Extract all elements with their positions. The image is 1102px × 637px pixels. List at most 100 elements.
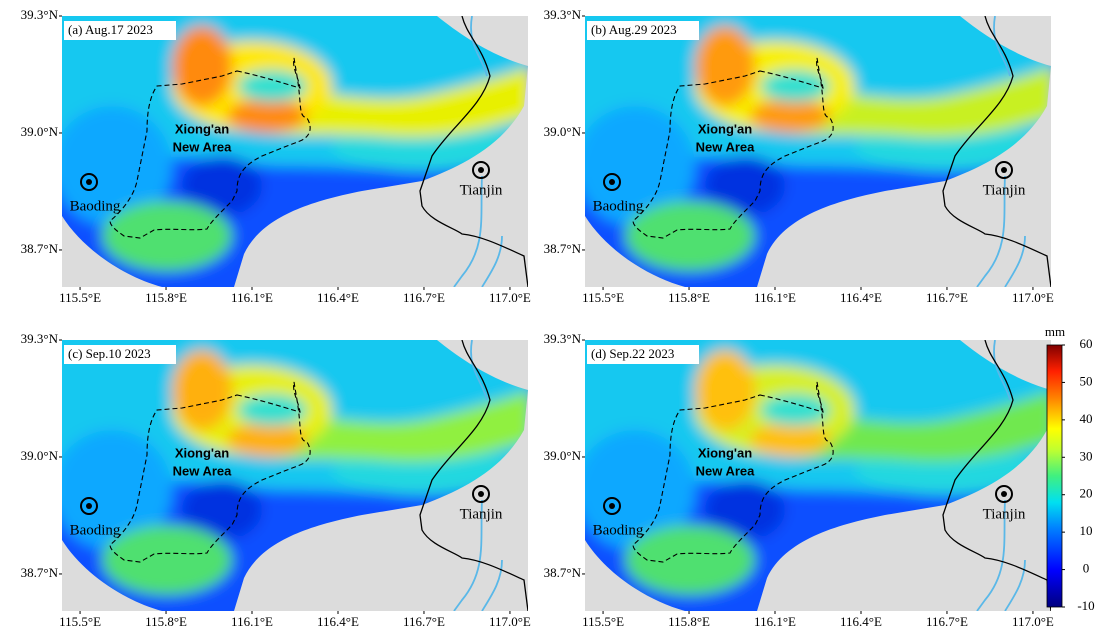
- place-label: Tianjin: [460, 182, 503, 198]
- place-label: Tianjin: [983, 182, 1026, 198]
- map-panel: (c) Sep.10 2023 Baoding Tianjin Xiong'an New…: [21, 331, 531, 629]
- title-box: [64, 345, 176, 364]
- map-panel: (a) Aug.17 2023 Baoding Tianjin Xiong'an New…: [21, 7, 531, 305]
- river: [453, 340, 503, 611]
- x-tick-label: 115.8°E: [145, 614, 187, 629]
- field-dark: [182, 480, 262, 540]
- river: [976, 340, 1026, 611]
- field-south-green: [625, 525, 755, 595]
- title-box: [587, 21, 699, 40]
- colorbar-tick-label: 40: [1080, 411, 1093, 426]
- y-tick-label: 39.0°N: [544, 124, 582, 139]
- map-content: (a) Aug.17 2023 Baoding Tianjin Xiong'an New…: [62, 16, 528, 287]
- map-panel: (b) Aug.29 2023 Baoding Tianjin Xiong'an New…: [544, 7, 1054, 305]
- place-label: Baoding: [70, 198, 121, 214]
- province-border: [419, 340, 528, 611]
- x-tick-label: 116.7°E: [926, 614, 968, 629]
- city-marker-inner: [478, 167, 484, 173]
- colorbar: [1046, 344, 1063, 608]
- x-tick-label: 116.7°E: [403, 290, 445, 305]
- colorbar-tick-label: 0: [1083, 561, 1090, 576]
- city-marker-inner: [86, 179, 92, 185]
- x-tick-label: 117.0°E: [489, 614, 531, 629]
- province-border: [942, 16, 1051, 287]
- place-label: Xiong'an: [698, 445, 752, 460]
- field-lightblue: [585, 106, 695, 226]
- x-tick-label: 115.8°E: [145, 290, 187, 305]
- x-tick-label: 115.5°E: [582, 290, 624, 305]
- field-layers: [62, 16, 528, 287]
- x-tick-label: 116.1°E: [754, 614, 796, 629]
- map-content: (d) Sep.22 2023 Baoding Tianjin Xiong'an New…: [585, 340, 1051, 611]
- y-tick-label: 38.7°N: [544, 241, 582, 256]
- city-marker-inner: [478, 491, 484, 497]
- colorbar-tick-label: 30: [1080, 448, 1093, 463]
- map-panel: (d) Sep.22 2023 Baoding Tianjin Xiong'an New…: [544, 331, 1054, 629]
- y-tick-label: 38.7°N: [21, 565, 59, 580]
- field-lightblue: [62, 430, 172, 550]
- xiongan-boundary: [632, 381, 834, 563]
- x-tick-label: 116.7°E: [403, 614, 445, 629]
- x-tick-label: 116.7°E: [926, 290, 968, 305]
- x-tick-label: 116.4°E: [317, 614, 359, 629]
- y-tick-label: 38.7°N: [21, 241, 59, 256]
- field-orange-n: [172, 26, 232, 106]
- place-label: Baoding: [593, 198, 644, 214]
- panel-title: (d) Sep.22 2023: [591, 346, 674, 361]
- field-orange-n: [695, 26, 755, 106]
- colorbar-tick-label: 10: [1080, 523, 1093, 538]
- province-border: [419, 16, 528, 287]
- x-tick-label: 115.5°E: [582, 614, 624, 629]
- field-orange-s: [750, 423, 830, 457]
- x-tick-label: 115.8°E: [668, 290, 710, 305]
- x-tick-label: 115.5°E: [59, 290, 101, 305]
- place-label: New Area: [173, 463, 233, 478]
- place-label: Tianjin: [983, 506, 1026, 522]
- field-orange-n: [695, 350, 755, 430]
- place-label: Xiong'an: [698, 121, 752, 136]
- y-tick-label: 39.0°N: [544, 448, 582, 463]
- x-tick-label: 116.4°E: [840, 290, 882, 305]
- field-lightblue: [62, 106, 172, 226]
- xiongan-boundary: [109, 381, 311, 563]
- x-tick-label: 116.4°E: [840, 614, 882, 629]
- x-tick-label: 116.4°E: [317, 290, 359, 305]
- y-tick-label: 39.3°N: [21, 331, 59, 346]
- field-south-green: [102, 201, 232, 271]
- title-box: [587, 345, 699, 364]
- city-marker-outer: [80, 173, 98, 191]
- city-marker-inner: [86, 503, 92, 509]
- field-cyan-hole: [760, 394, 830, 426]
- panel-title: (b) Aug.29 2023: [591, 22, 677, 37]
- field-orange-n: [172, 350, 232, 430]
- place-label: Tianjin: [460, 506, 503, 522]
- deformation-field: [62, 16, 528, 287]
- x-tick-label: 115.5°E: [59, 614, 101, 629]
- map-content: (c) Sep.10 2023 Baoding Tianjin Xiong'an New…: [62, 340, 528, 611]
- field-south-green: [625, 201, 755, 271]
- field-band: [755, 390, 1051, 462]
- city-marker-inner: [1001, 167, 1007, 173]
- city-marker-outer: [80, 497, 98, 515]
- x-tick-label: 116.1°E: [754, 290, 796, 305]
- field-dark: [182, 156, 262, 216]
- field-cyan-hole: [760, 70, 830, 102]
- y-tick-label: 39.0°N: [21, 124, 59, 139]
- x-tick-label: 116.1°E: [231, 614, 273, 629]
- place-label: New Area: [696, 139, 756, 154]
- field-dark: [705, 156, 785, 216]
- panel-title: (a) Aug.17 2023: [68, 22, 153, 37]
- y-tick-label: 39.3°N: [544, 331, 582, 346]
- colorbar-tick-label: -10: [1077, 598, 1094, 613]
- y-tick-label: 39.3°N: [544, 7, 582, 22]
- field-orange-s: [227, 423, 307, 457]
- province-border: [942, 340, 1051, 611]
- colorbar-tick-label: 20: [1080, 486, 1093, 501]
- y-tick-label: 39.0°N: [21, 448, 59, 463]
- xiongan-boundary: [109, 57, 311, 239]
- xiongan-boundary: [632, 57, 834, 239]
- field-band: [232, 390, 528, 462]
- field-band: [755, 66, 1051, 138]
- place-label: New Area: [173, 139, 233, 154]
